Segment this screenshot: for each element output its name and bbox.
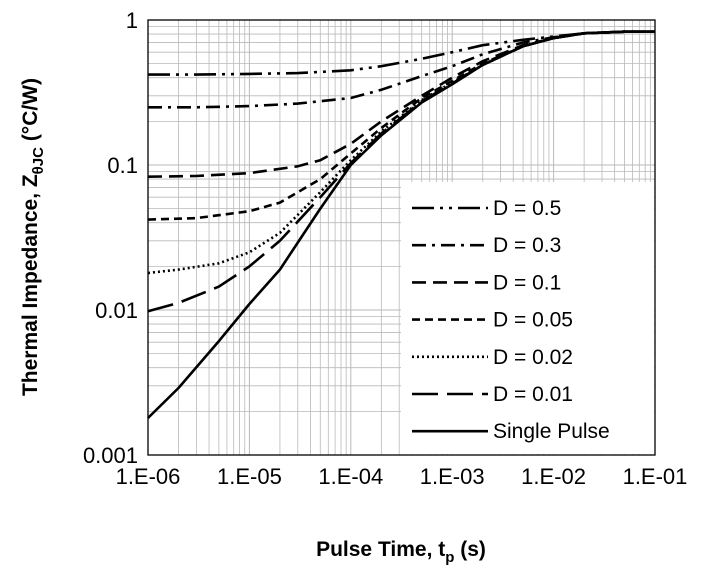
y-tick-label: 0.001 <box>83 443 138 468</box>
series-line-2 <box>147 30 655 178</box>
y-axis-title: Thermal Impedance, ZθJC (°C/W) <box>19 78 47 396</box>
x-tick-label: 1.E-05 <box>217 464 282 489</box>
legend-label-4: D = 0.02 <box>493 346 573 369</box>
x-tick-label: 1.E-06 <box>116 464 181 489</box>
x-tick-label: 1.E-01 <box>623 464 688 489</box>
y-tick-label: 0.1 <box>107 153 138 178</box>
legend-label-3: D = 0.05 <box>493 309 573 332</box>
legend-label-2: D = 0.1 <box>493 271 561 294</box>
series-lines <box>147 30 655 419</box>
x-tick-label: 1.E-02 <box>521 464 586 489</box>
x-tick-label: 1.E-03 <box>420 464 485 489</box>
series-line-0 <box>148 30 655 76</box>
legend-label-6: Single Pulse <box>493 420 610 443</box>
legend-box <box>401 182 654 454</box>
tick-labels: 1.E-06 1.E-05 1.E-04 1.E-03 1.E-02 1.E-01 0.00… <box>83 8 687 489</box>
legend: D = 0.5 D = 0.3 D = 0.1 D = 0.05 D = 0.02 D =… <box>401 182 654 454</box>
y-tick-label: 1 <box>126 8 138 33</box>
legend-label-5: D = 0.01 <box>493 383 573 406</box>
y-tick-label: 0.01 <box>95 298 138 323</box>
series-line-6 <box>147 30 655 419</box>
plot-frame <box>147 19 656 456</box>
legend-label-1: D = 0.3 <box>493 234 561 257</box>
x-axis-title: Pulse Time, tp (s) <box>316 538 486 566</box>
legend-label-0: D = 0.5 <box>493 197 561 220</box>
x-tick-label: 1.E-04 <box>318 464 383 489</box>
